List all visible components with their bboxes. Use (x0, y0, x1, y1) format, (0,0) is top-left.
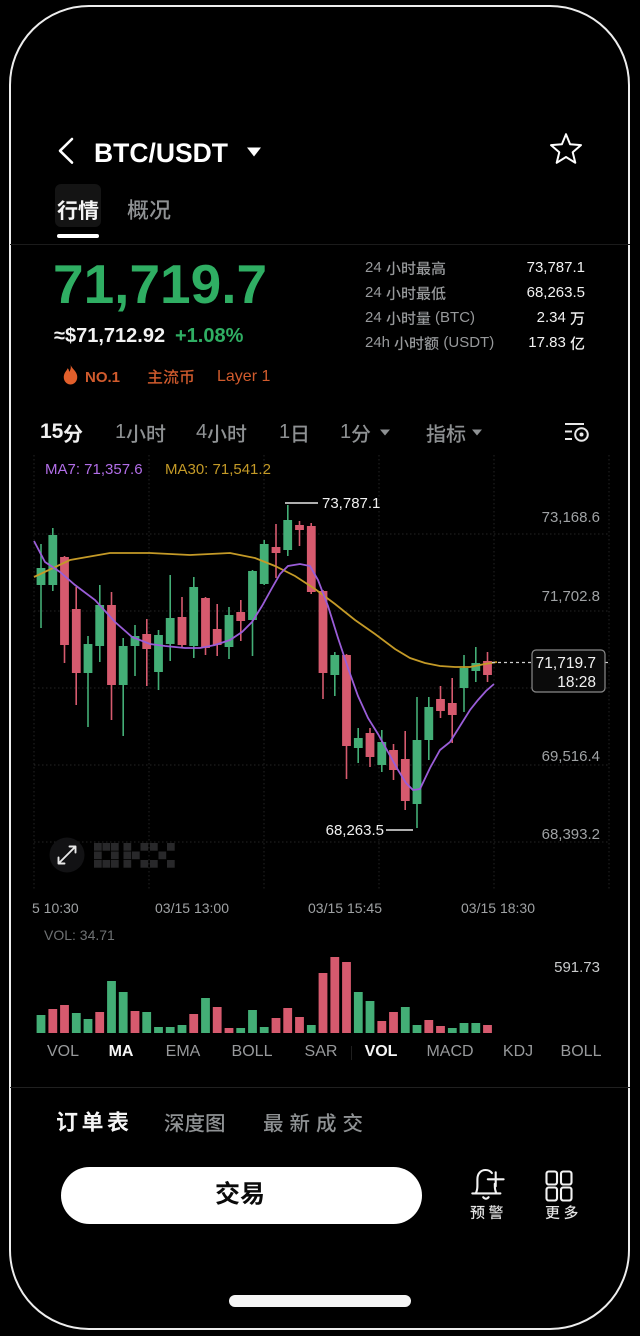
svg-text:68,263.5: 68,263.5 (326, 822, 384, 839)
svg-text:03/15 15:45: 03/15 15:45 (308, 900, 382, 916)
svg-text:03/15 18:30: 03/15 18:30 (461, 900, 535, 916)
svg-text:5 10:30: 5 10:30 (32, 900, 79, 916)
svg-text:68,393.2: 68,393.2 (542, 826, 600, 843)
svg-text:73,168.6: 73,168.6 (542, 509, 600, 526)
svg-text:18:28: 18:28 (557, 674, 596, 691)
svg-text:03/15 13:00: 03/15 13:00 (155, 900, 229, 916)
svg-text:71,702.8: 71,702.8 (542, 588, 600, 605)
svg-text:VOL: 34.71: VOL: 34.71 (44, 927, 115, 943)
svg-text:591.73: 591.73 (554, 959, 600, 976)
svg-text:71,719.7: 71,719.7 (536, 655, 596, 672)
svg-text:73,787.1: 73,787.1 (322, 495, 380, 512)
svg-text:69,516.4: 69,516.4 (542, 748, 600, 765)
